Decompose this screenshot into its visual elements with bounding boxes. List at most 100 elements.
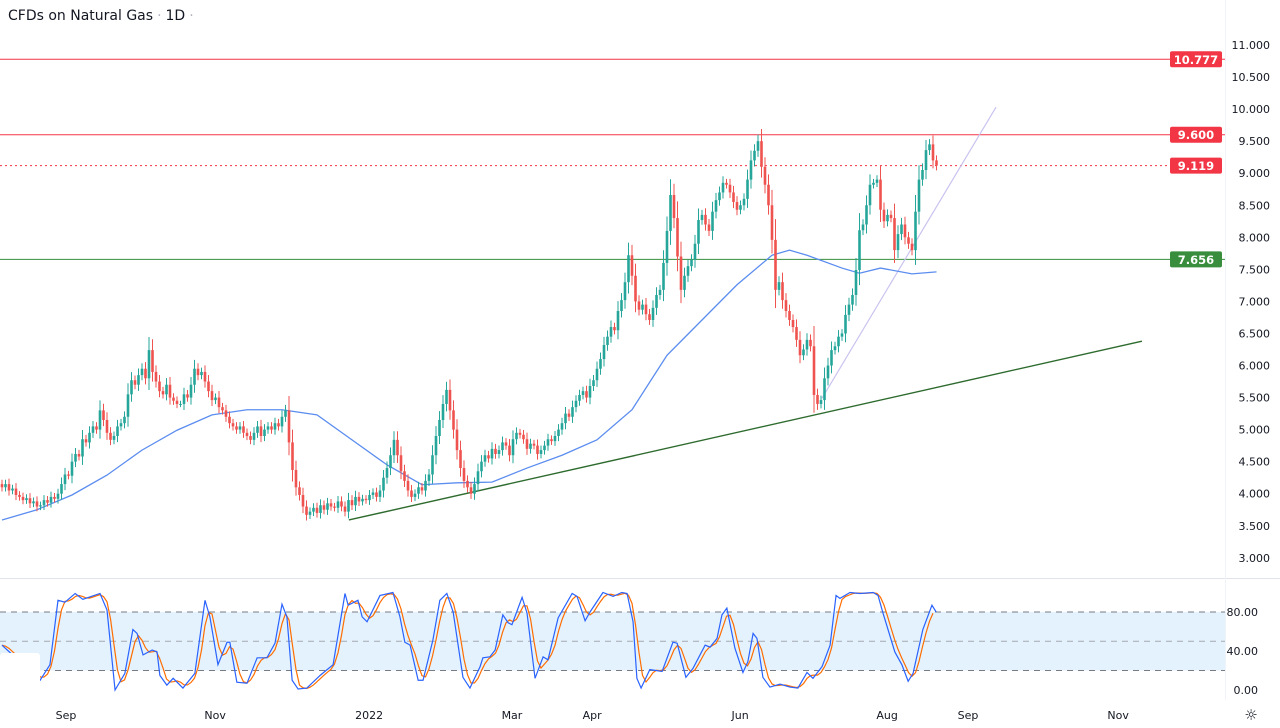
settings-gear-icon[interactable]: ☼ <box>1244 706 1258 724</box>
candle <box>182 387 186 411</box>
candle <box>123 411 126 429</box>
candle-body <box>791 319 795 328</box>
candle-body <box>228 416 231 424</box>
price-badge <box>1170 51 1222 68</box>
candle <box>361 494 364 506</box>
candle <box>312 503 315 517</box>
candle-body <box>336 501 340 508</box>
candle <box>144 362 147 385</box>
price-badge <box>1170 251 1222 268</box>
candle <box>732 185 735 209</box>
candle <box>196 363 200 381</box>
candle-body <box>161 391 165 395</box>
candle <box>298 481 301 501</box>
price-tick-label: 5.000 <box>1239 424 1271 437</box>
candle-body <box>154 371 158 382</box>
price-tick-label: 11.000 <box>1232 39 1271 52</box>
time-axis[interactable]: Sep Nov 2022 Mar Apr Jun Aug Sep Nov <box>56 709 1130 722</box>
time-tick-label: Apr <box>583 709 603 722</box>
candle <box>452 400 455 439</box>
candle <box>578 389 581 406</box>
candle-body <box>326 503 329 510</box>
candle <box>739 200 742 215</box>
candle <box>214 393 217 405</box>
candle <box>560 417 564 435</box>
candle-body <box>609 327 613 337</box>
moving-average-line <box>1 249 937 521</box>
candle <box>413 489 417 502</box>
candle-body <box>497 450 501 454</box>
candle <box>119 418 123 431</box>
candle-body <box>728 184 732 193</box>
candle-body <box>403 471 406 481</box>
candle-body <box>74 453 77 462</box>
candle-body <box>67 474 70 476</box>
candle <box>851 288 854 311</box>
candle-body <box>532 443 536 446</box>
candle-body <box>735 202 739 210</box>
time-tick-label: Sep <box>56 709 77 722</box>
candle <box>798 331 802 364</box>
candle-body <box>637 301 641 310</box>
candle <box>546 433 550 451</box>
candle-body <box>203 371 207 382</box>
candle <box>375 487 378 502</box>
candle <box>826 357 830 386</box>
candle-body <box>893 218 896 251</box>
candle <box>154 365 158 388</box>
candle-body <box>868 184 872 206</box>
stochastic-tick-label: 80.00 <box>1227 606 1259 619</box>
trendline[interactable] <box>348 340 1143 521</box>
candle <box>756 134 760 157</box>
price-tick-label: 7.000 <box>1239 295 1271 308</box>
candle <box>329 498 333 511</box>
candle <box>49 491 53 508</box>
horizontal-levels[interactable] <box>0 58 1225 260</box>
stochastic-k-line <box>1 591 937 692</box>
candle-body <box>350 500 354 506</box>
candle <box>777 276 781 296</box>
candle <box>462 460 466 488</box>
candle-body <box>476 471 480 485</box>
candle-body <box>662 262 665 290</box>
candle <box>648 308 651 325</box>
candle <box>627 242 630 294</box>
candle-body <box>224 410 228 417</box>
time-tick-label: Jun <box>731 709 749 722</box>
trendline[interactable] <box>821 106 997 399</box>
candle <box>847 297 851 322</box>
candle-body <box>245 432 249 437</box>
candle <box>515 427 518 445</box>
candle <box>564 407 567 430</box>
candle-body <box>361 498 364 502</box>
candle <box>634 263 637 313</box>
candle <box>193 359 196 393</box>
trendlines[interactable] <box>348 106 1143 521</box>
candle-body <box>753 150 756 161</box>
stochastic-axis[interactable]: 80.00 40.00 0.00 <box>1227 606 1259 697</box>
candle-body <box>175 400 179 404</box>
candle-body <box>480 461 483 472</box>
candle <box>672 183 676 229</box>
candle <box>875 175 879 187</box>
candle <box>81 429 84 465</box>
candle-body <box>676 218 679 257</box>
interval-label[interactable]: 1D <box>165 8 186 24</box>
candle <box>868 174 872 215</box>
candle <box>641 299 644 315</box>
price-tick-label: 3.500 <box>1239 520 1271 533</box>
candle <box>532 439 536 450</box>
candle-body <box>900 224 903 235</box>
candle-body <box>760 141 763 167</box>
price-badge-label: 10.777 <box>1174 53 1218 67</box>
candle <box>35 496 39 512</box>
candle <box>368 489 371 505</box>
candle-body <box>872 182 875 185</box>
candle-body <box>651 307 655 320</box>
candle-body <box>238 426 242 430</box>
price-axis[interactable]: 11.000 10.500 10.000 9.500 9.000 8.500 8.000 7.… <box>1232 39 1271 565</box>
price-tick-label: 9.500 <box>1239 135 1271 148</box>
candle <box>774 219 777 309</box>
candle <box>112 431 116 445</box>
